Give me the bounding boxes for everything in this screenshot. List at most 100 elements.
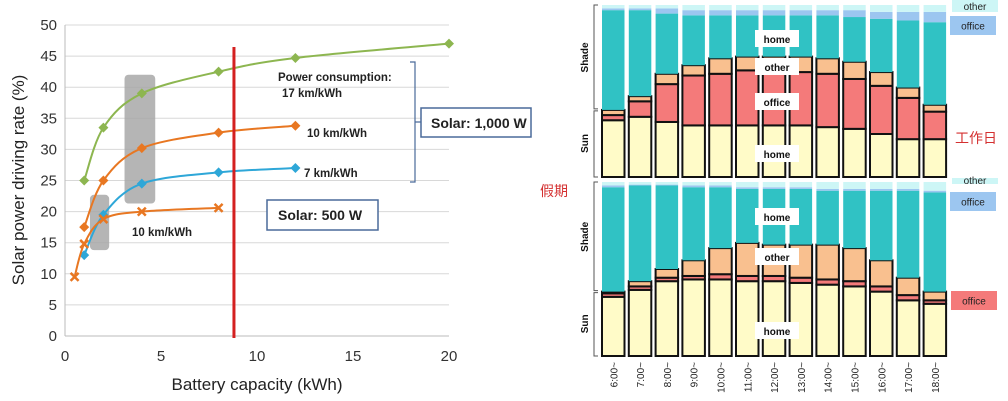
annotation-10-low: 10 km/kWh (132, 227, 192, 239)
bar-segment (709, 182, 732, 186)
x-tick-label: 10 (249, 348, 266, 365)
bar-segment (628, 185, 652, 282)
bar-segment (736, 15, 759, 57)
label-home-shade-box (755, 30, 799, 47)
bar-segment (895, 299, 921, 358)
bar-segment (842, 285, 867, 357)
y-tick-label: 25 (40, 173, 57, 190)
solar-500-box (266, 199, 379, 231)
y-tick-label: 50 (40, 17, 57, 34)
y-tick-label: 40 (40, 79, 57, 96)
bar-segment (736, 182, 759, 188)
bar-segment (708, 124, 733, 178)
bar-segment (708, 278, 733, 357)
label-office: office (764, 98, 791, 109)
bar-segment (655, 13, 679, 74)
y-tick-label: 5 (49, 297, 57, 314)
data-point (444, 38, 454, 49)
x-tick-label: 5 (157, 348, 165, 365)
bar-segment (627, 115, 653, 179)
legend-other-swatch (952, 0, 998, 12)
bar-segment (869, 259, 894, 288)
bar-segment (682, 187, 705, 261)
bar-segment (843, 182, 866, 189)
x-tick-label: 6:00~ (609, 362, 620, 387)
bar-segment (923, 22, 947, 105)
data-point (69, 272, 80, 282)
bar-segment (895, 276, 921, 297)
legend-office-holiday: office (961, 198, 985, 209)
bar-segment (628, 184, 652, 186)
data-point (136, 143, 147, 154)
data-point (290, 120, 301, 131)
bar-segment (923, 192, 947, 292)
bar-segment (922, 110, 948, 141)
bar-segment (870, 11, 893, 19)
bar-segment (628, 182, 652, 185)
bar-segment (789, 182, 813, 188)
bar-segment (895, 96, 921, 141)
bar-segment (654, 120, 680, 178)
bar-segment (709, 187, 732, 249)
y-tick-label: 30 (40, 141, 57, 158)
bar-segment (708, 247, 733, 276)
y-tick-label: 35 (40, 110, 57, 127)
y-tick-label: 20 (40, 204, 57, 221)
bar-segment (736, 10, 759, 16)
data-point (213, 167, 224, 178)
bar-segment (815, 283, 840, 357)
bar-segment (815, 72, 840, 129)
bar-segment (896, 11, 920, 21)
bar-segment (896, 182, 920, 189)
shade-label: Shade (580, 42, 591, 72)
data-point (98, 175, 109, 186)
stacked-bar-chart: Shade Sun home other office home Shade Sun home o… (580, 0, 998, 393)
bar-segment (681, 124, 706, 178)
panel-label-holiday: 假期 (540, 183, 568, 199)
annotation-solar-500: Solar: 500 W (278, 207, 363, 223)
bar-segment (628, 5, 652, 9)
bar-segment (601, 295, 626, 357)
data-point (136, 88, 147, 99)
bar-segment (842, 127, 867, 178)
bar-segment (843, 190, 866, 249)
bar-segment (869, 71, 894, 87)
bar-segment (655, 184, 679, 186)
bar-segment (601, 290, 626, 295)
bar-segment (628, 10, 652, 97)
bar-segment (709, 5, 732, 11)
bar-segment (654, 268, 680, 279)
data-point (98, 214, 109, 224)
data-point (136, 178, 147, 189)
bar-segment (655, 5, 679, 9)
bar-segment (682, 5, 705, 11)
label-home-shade-box (755, 208, 799, 225)
label-other-box (755, 58, 799, 75)
annotation-solar-1000: Solar: 1,000 W (431, 115, 527, 131)
bar-segment (869, 290, 894, 357)
bar-segment (843, 188, 866, 191)
bar-segment (736, 188, 759, 243)
bar-segment (627, 288, 653, 358)
bar-segment (602, 10, 625, 110)
bar-segment (736, 5, 759, 11)
bar-segment (682, 10, 705, 16)
bar-segment (842, 60, 867, 80)
x-tick-label: 15 (345, 348, 362, 365)
annotation-17: 17 km/kWh (282, 88, 342, 100)
legend-office-sun-swatch (951, 291, 997, 310)
bar-segment (654, 83, 680, 123)
y-tick-label: 10 (40, 266, 57, 283)
bar-segment (923, 5, 947, 12)
bar-segment (602, 187, 625, 292)
x-tick-label: 15:00~ (850, 362, 861, 393)
bar-segment (788, 281, 814, 358)
bar-segment (709, 15, 732, 59)
bar-segment (816, 182, 839, 189)
x-tick-label: 13:00~ (797, 362, 808, 393)
bar-segment (895, 138, 921, 179)
bar-segment (816, 5, 839, 11)
legend-other-holiday-swatch (952, 178, 998, 184)
bar-segment (654, 280, 680, 357)
x-tick-label: 11:00~ (743, 362, 754, 392)
